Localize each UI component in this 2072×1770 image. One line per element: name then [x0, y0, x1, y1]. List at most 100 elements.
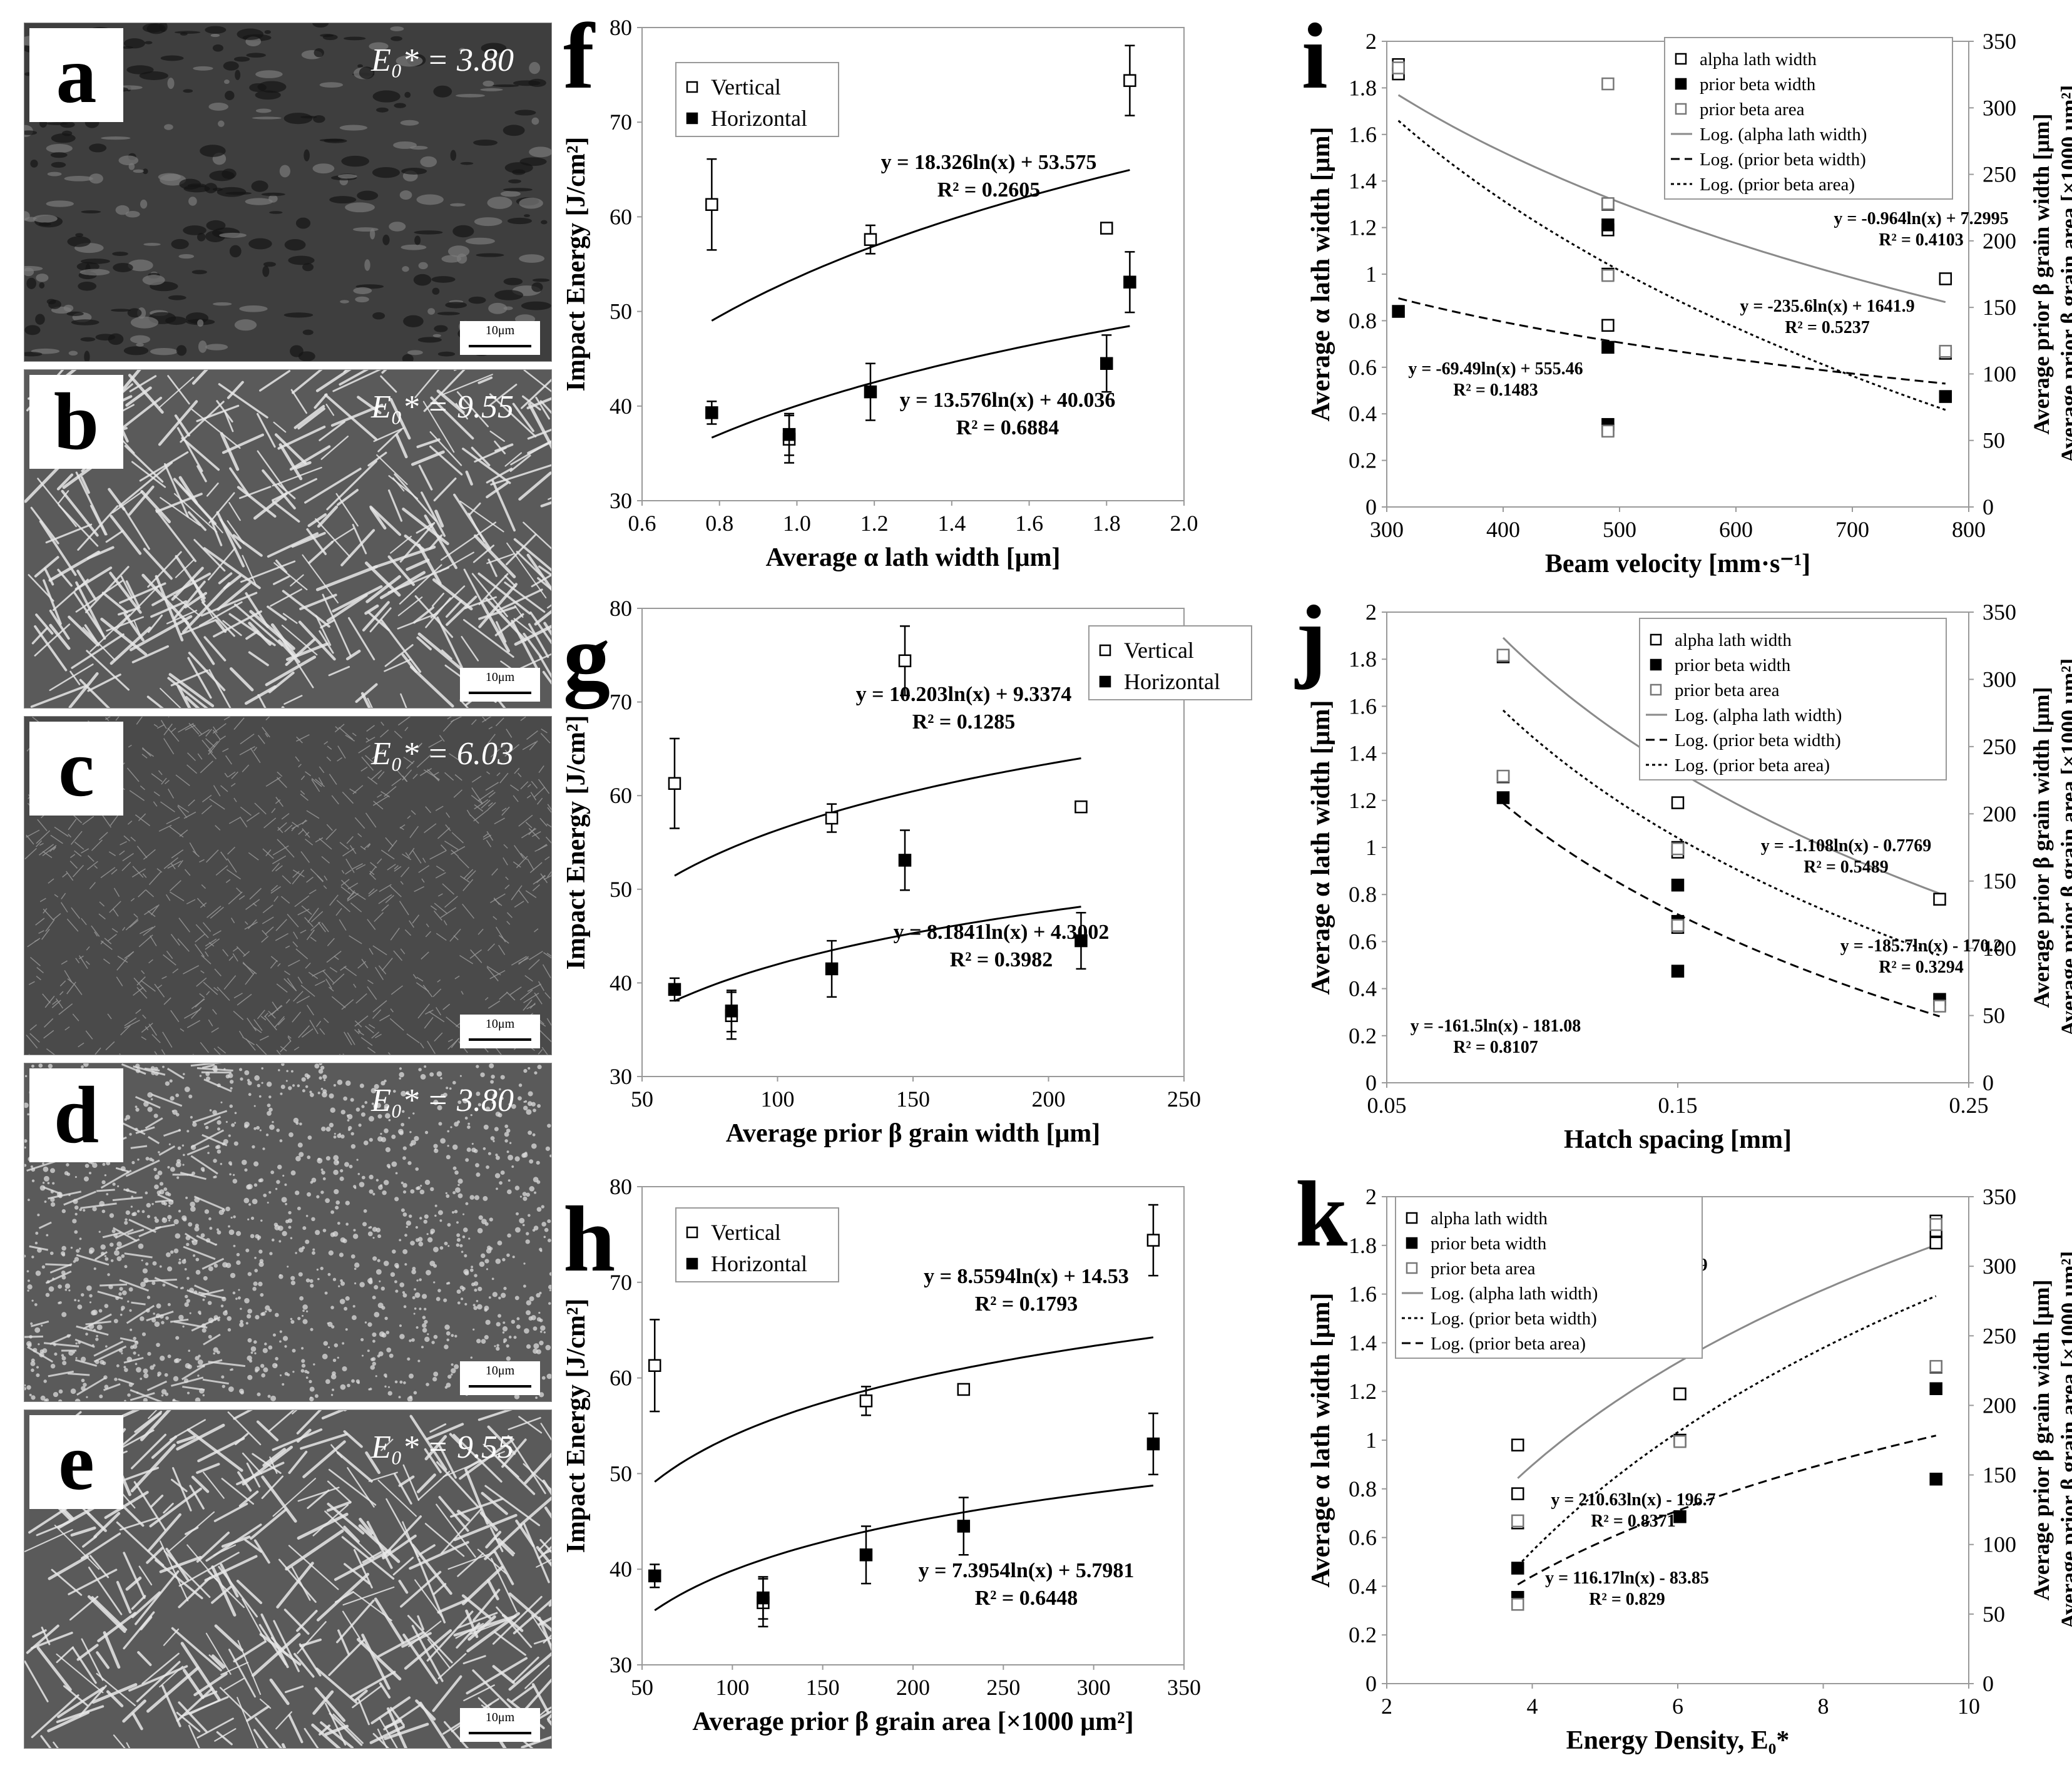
data-point: [1100, 357, 1113, 371]
y-axis-label: Average α lath width [μm]: [1307, 126, 1335, 421]
legend-box: [675, 1207, 839, 1282]
legend-marker: [1650, 658, 1662, 671]
y-tick-label: 50: [610, 299, 632, 324]
legend-marker: [686, 1226, 698, 1239]
legend-item: Horizontal: [711, 1251, 807, 1276]
data-point: [1939, 345, 1952, 358]
x-tick-label: 6: [1672, 1694, 1683, 1719]
data-point: [648, 1359, 661, 1372]
x-tick-label: 0.15: [1658, 1093, 1698, 1118]
y2-tick-label: 250: [1983, 734, 2016, 759]
y-tick-label: 1.6: [1349, 122, 1377, 147]
legend-item: prior beta area: [1700, 100, 1805, 120]
y2-tick-label: 300: [1983, 95, 2016, 120]
fit-r-squared: R² = 0.6884: [956, 416, 1059, 439]
chart-k: 2 4 6 8 10 0 0.2 0.4 0.6 0.8 1 1.2 1.4 1.6 1.8 2 0 50 100 1…: [1295, 1162, 2072, 1759]
y2-tick-label: 50: [1983, 1602, 2005, 1627]
y-tick-label: 1.2: [1349, 215, 1377, 240]
data-point: [864, 233, 877, 246]
data-point: [1671, 842, 1685, 856]
data-point: [898, 654, 912, 668]
y-tick-label: 40: [610, 1557, 632, 1582]
data-point: [1511, 1598, 1524, 1611]
plot-frame-f: [641, 27, 1185, 501]
legend-marker: [1675, 78, 1687, 90]
data-point: [757, 1591, 770, 1605]
y2-tick-label: 200: [1983, 228, 2016, 253]
legend-marker: [1406, 1212, 1418, 1224]
y-axis-label: Impact Energy [J/cm²]: [562, 715, 591, 970]
chart-g-svg: 50 100 150 200 250 30 40 50 60 70 80 Average prior …: [562, 596, 1252, 1148]
legend-item: prior beta area: [1675, 680, 1780, 700]
data-point: [1939, 272, 1952, 285]
data-point: [1496, 769, 1510, 783]
x-tick-label: 100: [715, 1675, 749, 1700]
fit-equation: y = 116.17ln(x) - 83.85: [1545, 1568, 1709, 1588]
fit-r-squared: R² = 0.2605: [937, 178, 1041, 202]
legend-item: Log. (alpha lath width): [1431, 1284, 1598, 1304]
chart-i: 300 400 500 600 700 800 0 0.2 0.4 0.6 0.8 1 1.2 1.4 1.…: [1295, 4, 2072, 588]
data-point: [1929, 1218, 1942, 1231]
fit-line-2: [1503, 802, 1940, 1018]
y2-tick-label: 100: [1983, 936, 2016, 961]
y-tick-label: 70: [610, 690, 632, 715]
energy-density-label-c: E₀* = 6.03: [371, 736, 514, 772]
fit-equation: y = 10.203ln(x) + 9.3374: [856, 683, 1072, 706]
micrograph-a: a E₀* = 3.80 10μm: [24, 23, 552, 362]
y-tick-label: 1.4: [1349, 168, 1377, 193]
y-tick-label: 1.8: [1349, 647, 1377, 672]
y-tick-label: 2: [1365, 1184, 1377, 1209]
legend-item: Vertical: [1124, 638, 1194, 663]
y2-tick-label: 0: [1983, 1671, 1994, 1696]
data-point: [1123, 275, 1136, 289]
data-point: [1939, 390, 1952, 403]
legend-box: [1088, 625, 1252, 700]
data-point: [1511, 1438, 1524, 1452]
legend-item: Vertical: [711, 74, 781, 100]
y-tick-label: 40: [610, 970, 632, 995]
y-tick-label: 1.8: [1349, 75, 1377, 100]
data-point: [725, 1005, 738, 1018]
y-tick-label: 0.8: [1349, 882, 1377, 907]
chart-i-svg: 300 400 500 600 700 80000.20.40.60.811.21.41.…: [1302, 4, 2072, 578]
y2-tick-label: 150: [1983, 1463, 2016, 1488]
y2-tick-label: 350: [1983, 1184, 2016, 1209]
y-tick-label: 60: [610, 783, 632, 808]
y-tick-label: 1.8: [1349, 1233, 1377, 1258]
y-tick-label: 80: [610, 15, 632, 40]
chart-j: 0.05 0.15 0.25 0 0.2 0.4 0.6 0.8 1 1.2 1.4 1.6 1.8 2 0…: [1294, 586, 2072, 1164]
y-axis-label: Average α lath width [μm]: [1307, 700, 1335, 995]
legend-item: prior beta width: [1700, 74, 1816, 95]
y-tick-label: 70: [610, 1270, 632, 1295]
data-point: [1496, 648, 1510, 662]
x-tick-label: 2.0: [1170, 511, 1198, 536]
legend-item: Horizontal: [1124, 669, 1220, 694]
y-tick-label: 0: [1365, 1070, 1377, 1095]
data-point: [1673, 1435, 1687, 1448]
panel-label-e: e: [29, 1415, 123, 1509]
legend-item: Horizontal: [711, 106, 807, 131]
x-tick-label: 150: [896, 1087, 930, 1112]
y-tick-label: 0: [1365, 1671, 1377, 1696]
fit-line-2: [1398, 297, 1946, 385]
y-tick-label: 0.4: [1349, 976, 1377, 1001]
fit-equation: y = -0.964ln(x) + 7.2995: [1834, 209, 2008, 228]
x-tick-label: 8: [1818, 1694, 1829, 1719]
y-tick-label: 0.6: [1349, 355, 1377, 380]
fit-equation: y = 13.576ln(x) + 40.036: [900, 389, 1116, 412]
data-point: [1929, 1472, 1942, 1486]
fit-line-3: [1502, 709, 1941, 956]
fit-line-1: [1517, 1244, 1937, 1479]
data-point: [825, 962, 839, 976]
fit-equation: y = -161.5ln(x) - 181.08: [1411, 1016, 1581, 1036]
y-tick-label: 0.6: [1349, 1525, 1377, 1550]
x-tick-label: 100: [761, 1087, 795, 1112]
data-point: [1601, 269, 1615, 282]
y2-axis-label: Average prior β grain width [μm]: [2029, 1280, 2054, 1601]
data-point: [1123, 74, 1136, 87]
x-tick-label: 600: [1719, 517, 1753, 542]
data-point: [1601, 77, 1615, 91]
energy-density-label-e: E₀* = 9.55: [371, 1430, 514, 1465]
scale-bar-text-e: 10μm: [485, 1711, 515, 1724]
data-point: [705, 406, 718, 419]
